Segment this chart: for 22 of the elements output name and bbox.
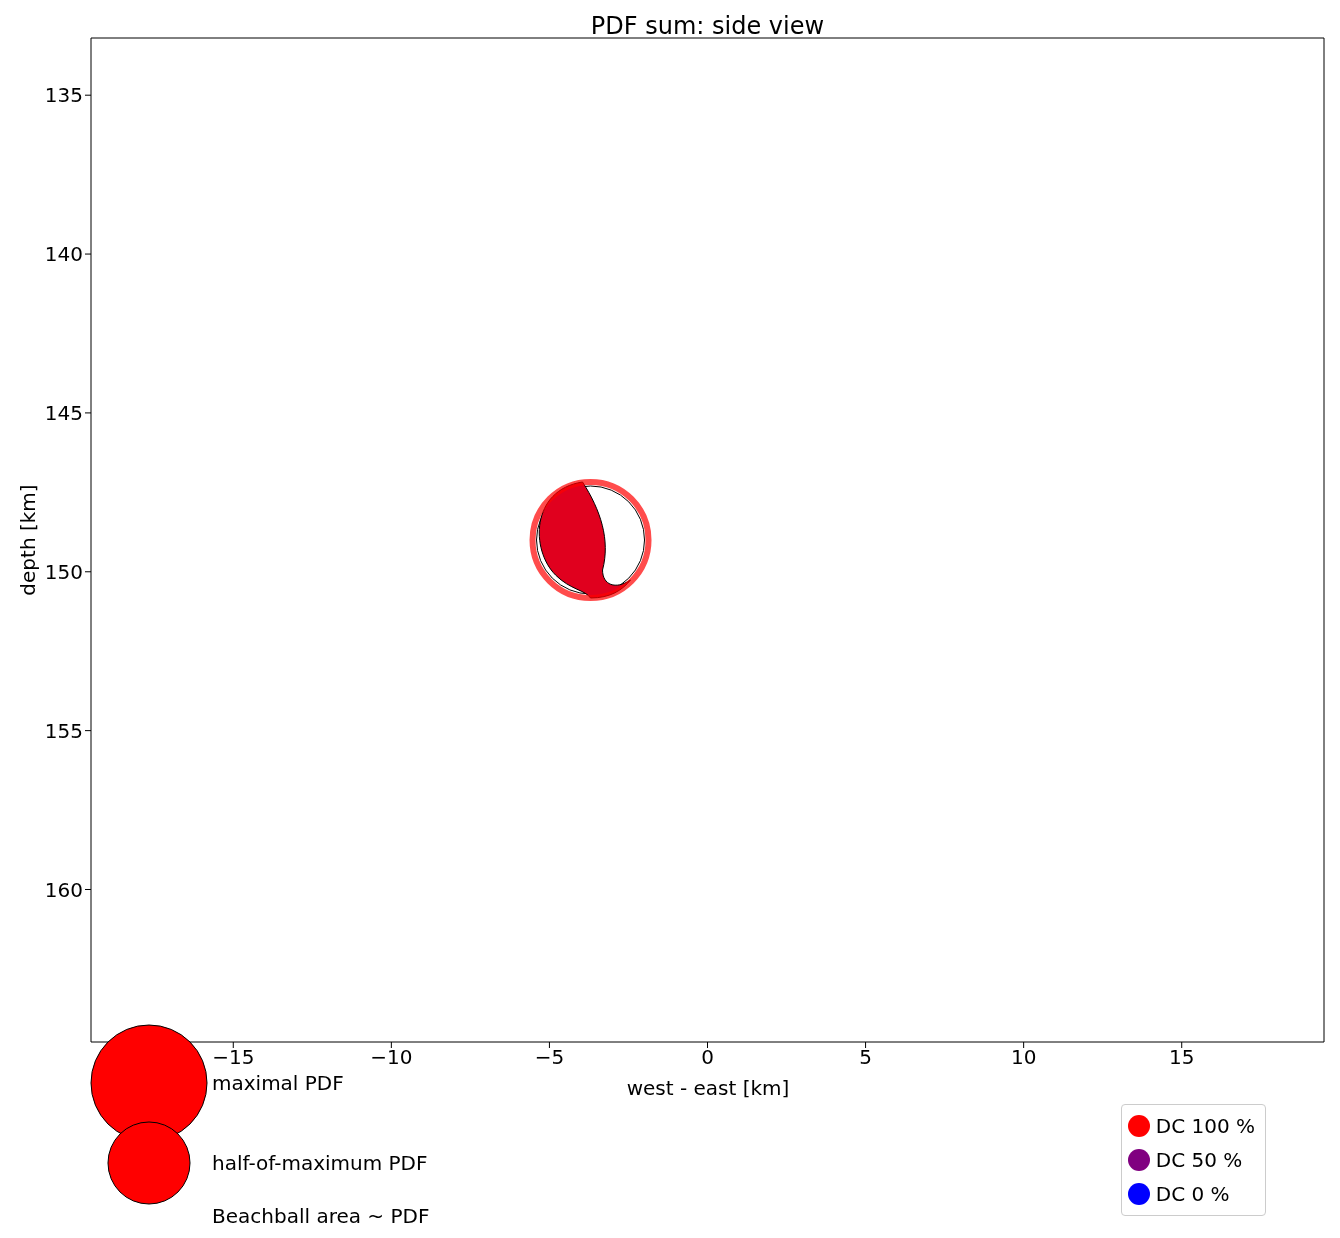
legend-label: DC 0 %: [1155, 1182, 1230, 1206]
legend-label: DC 100 %: [1155, 1114, 1255, 1138]
y-tick-label: 150: [44, 559, 83, 584]
legend-label: maximal PDF: [212, 1071, 344, 1095]
x-tick-label: 15: [1169, 1045, 1195, 1070]
x-tick-label: 0: [701, 1045, 714, 1070]
x-axis-title: west - east [km]: [508, 1076, 908, 1100]
y-tick-label: 155: [44, 718, 83, 743]
y-tick-label: 145: [44, 401, 83, 426]
x-tick-label: −10: [370, 1045, 413, 1070]
legend-label: DC 50 %: [1155, 1148, 1243, 1172]
y-tick-label: 135: [44, 83, 83, 108]
y-axis-title: depth [km]: [16, 483, 40, 598]
y-tick-label: 160: [44, 877, 83, 902]
chart-title: PDF sum: side view: [589, 12, 826, 40]
x-tick-label: −15: [212, 1045, 255, 1070]
text: Beachball area ~ PDF: [212, 1204, 430, 1228]
legend-label: half-of-maximum PDF: [212, 1151, 428, 1175]
x-tick-label: 5: [859, 1045, 872, 1070]
y-tick-label: 140: [44, 242, 83, 267]
x-tick-label: −5: [534, 1045, 565, 1070]
x-tick-label: 10: [1010, 1045, 1037, 1070]
